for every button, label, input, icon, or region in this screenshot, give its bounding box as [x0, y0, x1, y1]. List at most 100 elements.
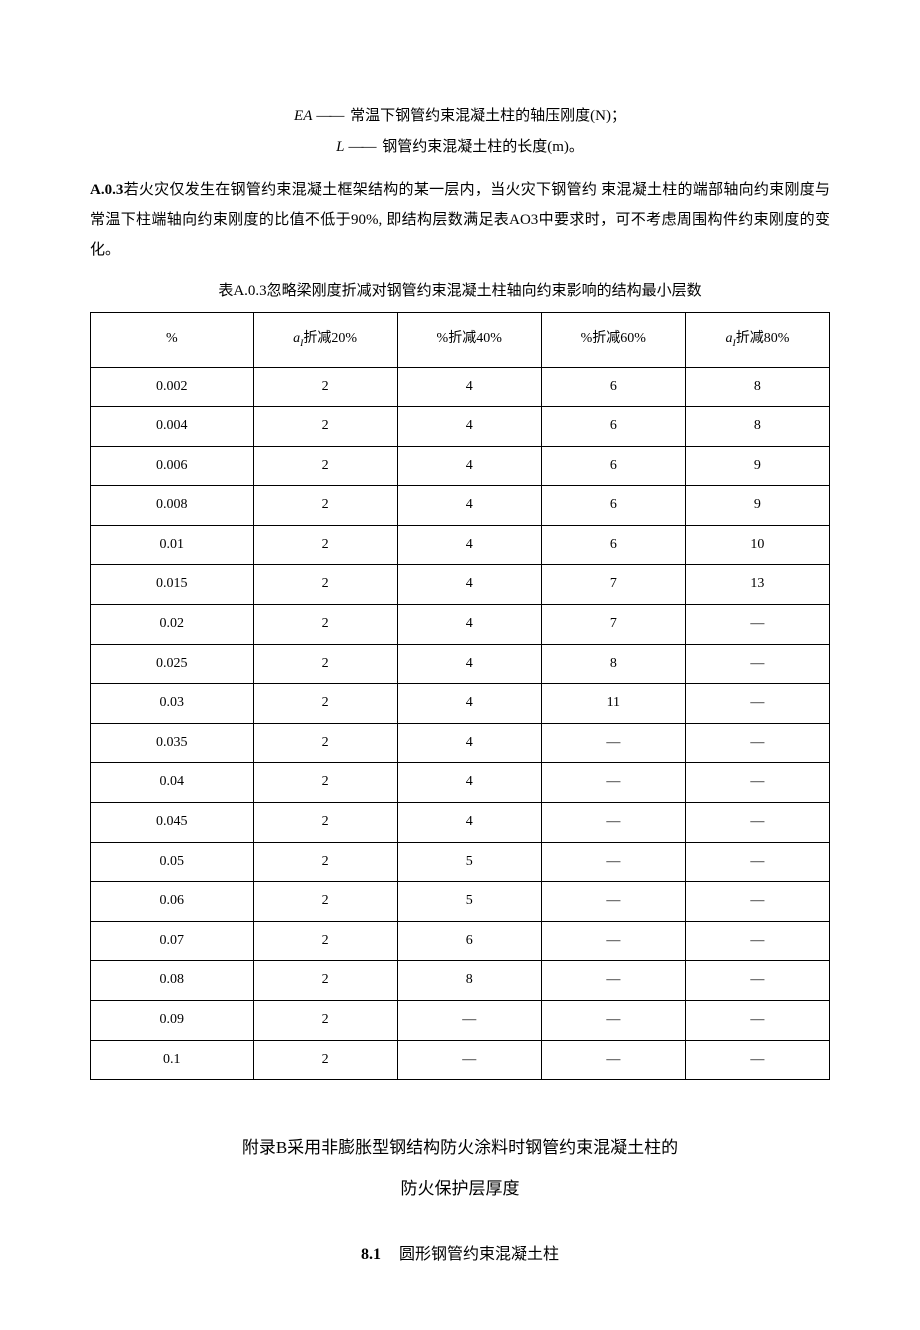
- table-cell: 9: [685, 486, 829, 526]
- table-cell: 2: [253, 763, 397, 803]
- table-header-reduce80: aI折减80%: [685, 312, 829, 367]
- table-cell: —: [685, 605, 829, 645]
- table-cell: 0.002: [91, 367, 254, 407]
- table-cell: 5: [397, 842, 541, 882]
- table-cell: 2: [253, 525, 397, 565]
- table-header-row: % aI折减20% %折减40% %折减60% aI折减80%: [91, 312, 830, 367]
- table-cell: 2: [253, 842, 397, 882]
- table-cell: 2: [253, 803, 397, 843]
- table-cell: 8: [541, 644, 685, 684]
- table-cell: 2: [253, 1001, 397, 1041]
- table-cell: 6: [541, 525, 685, 565]
- paragraph-a03-body: 若火灾仅发生在钢管约束混凝土框架结构的某一层内，当火灾下钢管约 束混凝土柱的端部…: [90, 182, 830, 258]
- table-cell: 4: [397, 803, 541, 843]
- table-cell: 2: [253, 921, 397, 961]
- table-cell: 5: [397, 882, 541, 922]
- table-cell: 4: [397, 684, 541, 724]
- table-cell: 6: [541, 367, 685, 407]
- table-cell: 6: [397, 921, 541, 961]
- table-cell: 6: [541, 446, 685, 486]
- table-row: 0.04524——: [91, 803, 830, 843]
- table-cell: —: [685, 1001, 829, 1041]
- table-cell: 0.02: [91, 605, 254, 645]
- table-cell: —: [541, 882, 685, 922]
- table-cell: —: [541, 803, 685, 843]
- section-8-1-title: 8.1 圆形钢管约束混凝土柱: [90, 1240, 830, 1270]
- table-cell: 8: [685, 367, 829, 407]
- definition-l-symbol: L: [336, 139, 344, 155]
- table-cell: 4: [397, 407, 541, 447]
- table-cell: 2: [253, 961, 397, 1001]
- definition-ea-text: 常温下钢管约束混凝土柱的轴压刚度(N)；: [346, 108, 626, 124]
- table-header-reduce40: %折减40%: [397, 312, 541, 367]
- table-cell: —: [685, 921, 829, 961]
- table-cell: 2: [253, 605, 397, 645]
- table-cell: 0.035: [91, 723, 254, 763]
- table-cell: 2: [253, 644, 397, 684]
- table-cell: —: [397, 1040, 541, 1080]
- table-cell: —: [685, 723, 829, 763]
- table-row: 0.12———: [91, 1040, 830, 1080]
- table-cell: 2: [253, 367, 397, 407]
- table-cell: —: [541, 1040, 685, 1080]
- table-row: 0.0726——: [91, 921, 830, 961]
- table-a03: % aI折减20% %折减40% %折减60% aI折减80% 0.002246…: [90, 312, 830, 1081]
- table-row: 0.0828——: [91, 961, 830, 1001]
- table-cell: 6: [541, 407, 685, 447]
- definition-ea-dash: ——: [316, 108, 342, 124]
- table-cell: —: [685, 882, 829, 922]
- definition-l-text: 钢管约束混凝土柱的长度(m)。: [378, 139, 583, 155]
- table-cell: —: [541, 723, 685, 763]
- table-header-reduce20: aI折减20%: [253, 312, 397, 367]
- table-cell: 13: [685, 565, 829, 605]
- table-cell: 0.07: [91, 921, 254, 961]
- table-cell: 2: [253, 407, 397, 447]
- table-cell: —: [685, 961, 829, 1001]
- section-8-1-num: 8.1: [361, 1246, 381, 1263]
- table-cell: 0.04: [91, 763, 254, 803]
- table-header-ratio: %: [91, 312, 254, 367]
- table-cell: 9: [685, 446, 829, 486]
- table-cell: 11: [541, 684, 685, 724]
- table-cell: 4: [397, 525, 541, 565]
- table-cell: —: [685, 803, 829, 843]
- table-cell: 8: [685, 407, 829, 447]
- definition-ea: EA—— 常温下钢管约束混凝土柱的轴压刚度(N)；: [90, 102, 830, 131]
- table-row: 0.01524713: [91, 565, 830, 605]
- table-row: 0.0525——: [91, 842, 830, 882]
- table-cell: 2: [253, 684, 397, 724]
- table-cell: 0.025: [91, 644, 254, 684]
- table-cell: —: [685, 684, 829, 724]
- definition-l: L—— 钢管约束混凝土柱的长度(m)。: [90, 133, 830, 162]
- table-cell: 2: [253, 723, 397, 763]
- table-row: 0.0042468: [91, 407, 830, 447]
- table-cell: 0.045: [91, 803, 254, 843]
- table-cell: 0.06: [91, 882, 254, 922]
- table-header-reduce60: %折减60%: [541, 312, 685, 367]
- definition-ea-symbol: EA: [294, 108, 312, 124]
- table-cell: 7: [541, 565, 685, 605]
- table-cell: 6: [541, 486, 685, 526]
- table-cell: 4: [397, 723, 541, 763]
- table-cell: —: [541, 842, 685, 882]
- section-8-1-text: 圆形钢管约束混凝土柱: [399, 1246, 559, 1263]
- table-cell: 0.015: [91, 565, 254, 605]
- table-cell: —: [397, 1001, 541, 1041]
- table-cell: 0.004: [91, 407, 254, 447]
- table-cell: 2: [253, 882, 397, 922]
- appendix-b-line2: 防火保护层厚度: [90, 1169, 830, 1210]
- table-cell: 4: [397, 644, 541, 684]
- table-cell: 2: [253, 486, 397, 526]
- table-row: 0.092———: [91, 1001, 830, 1041]
- table-cell: —: [685, 644, 829, 684]
- table-cell: 0.08: [91, 961, 254, 1001]
- table-cell: 7: [541, 605, 685, 645]
- table-row: 0.02247—: [91, 605, 830, 645]
- table-cell: 0.006: [91, 446, 254, 486]
- table-cell: —: [541, 763, 685, 803]
- table-cell: 4: [397, 446, 541, 486]
- table-cell: 0.01: [91, 525, 254, 565]
- table-row: 0.0424——: [91, 763, 830, 803]
- table-cell: 0.03: [91, 684, 254, 724]
- table-cell: —: [541, 921, 685, 961]
